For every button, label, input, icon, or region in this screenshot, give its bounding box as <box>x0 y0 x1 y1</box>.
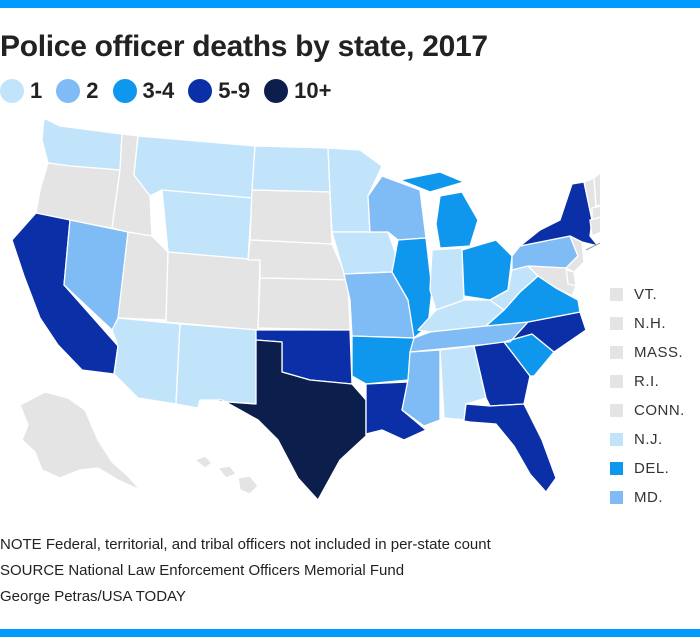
state-HI <box>194 455 259 495</box>
state-WY <box>161 189 253 261</box>
small-state-label: VT. <box>634 286 658 303</box>
state-CT <box>589 216 600 237</box>
bottom-accent-bar <box>0 629 700 637</box>
state-IA <box>331 231 399 275</box>
state-NH <box>593 172 600 207</box>
legend-label-3-4: 3-4 <box>142 78 175 103</box>
map-title: Police officer deaths by state, 2017 <box>0 30 488 63</box>
source-text: SOURCE National Law Enforcement Officers… <box>0 562 405 579</box>
small-state-vt: VT. <box>610 280 685 309</box>
small-state-label: N.J. <box>634 431 663 448</box>
small-state-swatch <box>610 462 623 475</box>
state-AK <box>19 391 141 491</box>
legend-item-10-plus: 10+ <box>264 78 331 104</box>
legend-swatch-10-plus <box>264 79 289 103</box>
state-MA <box>591 205 600 221</box>
color-legend: 1 2 3-4 5-9 10+ <box>0 76 345 106</box>
legend-item-2: 2 <box>56 78 99 104</box>
legend-label-10-plus: 10+ <box>294 78 332 103</box>
small-state-mass: MASS. <box>610 338 685 367</box>
credit-text: George Petras/USA TODAY <box>0 588 186 605</box>
small-state-del: DEL. <box>610 454 685 483</box>
state-ND <box>251 145 331 193</box>
small-state-nh: N.H. <box>610 309 685 338</box>
state-NE <box>247 239 349 281</box>
us-state-map <box>11 117 600 501</box>
state-KS <box>257 277 351 331</box>
small-state-swatch <box>610 346 623 359</box>
state-IL <box>391 237 433 339</box>
small-states-key: VT. N.H. MASS. R.I. CONN. N.J. DEL. MD. <box>610 280 685 512</box>
legend-swatch-1 <box>0 79 24 103</box>
small-state-swatch <box>610 433 623 446</box>
small-state-label: N.H. <box>634 315 666 332</box>
small-state-ri: R.I. <box>610 367 685 396</box>
state-WA <box>41 117 123 171</box>
legend-item-5-9: 5-9 <box>188 78 250 104</box>
small-state-label: MD. <box>634 489 663 506</box>
small-state-swatch <box>610 317 623 330</box>
state-SD <box>249 189 333 245</box>
legend-swatch-2 <box>56 79 81 103</box>
small-state-nj: N.J. <box>610 425 685 454</box>
state-CO <box>165 251 261 331</box>
nj-leader-line <box>585 242 600 251</box>
state-AR <box>351 335 415 385</box>
legend-item-3-4: 3-4 <box>112 78 175 104</box>
state-NM <box>175 323 259 409</box>
legend-swatch-3-4 <box>112 79 137 103</box>
legend-label-5-9: 5-9 <box>218 78 251 103</box>
state-TX <box>199 339 367 501</box>
state-MI <box>399 171 479 249</box>
small-state-swatch <box>610 375 623 388</box>
legend-swatch-5-9 <box>188 79 213 103</box>
state-MT <box>133 135 256 199</box>
legend-label-1: 1 <box>30 78 43 103</box>
legend-label-2: 2 <box>86 78 99 103</box>
small-state-conn: CONN. <box>610 396 685 425</box>
small-state-swatch <box>610 288 623 301</box>
small-state-md: MD. <box>610 483 685 512</box>
note-text: NOTE Federal, territorial, and tribal of… <box>0 536 491 553</box>
state-AZ <box>111 317 181 405</box>
state-OH <box>461 239 513 301</box>
legend-item-1: 1 <box>0 78 42 104</box>
state-FL <box>445 403 557 493</box>
small-state-label: R.I. <box>634 373 660 390</box>
small-state-label: DEL. <box>634 460 670 477</box>
state-IN <box>429 247 465 311</box>
state-MD <box>527 265 577 297</box>
small-state-label: CONN. <box>634 402 685 419</box>
top-accent-bar <box>0 0 700 8</box>
small-state-swatch <box>610 491 623 504</box>
small-state-label: MASS. <box>634 344 684 361</box>
footer-notes: NOTE Federal, territorial, and tribal of… <box>0 532 491 610</box>
small-state-swatch <box>610 404 623 417</box>
